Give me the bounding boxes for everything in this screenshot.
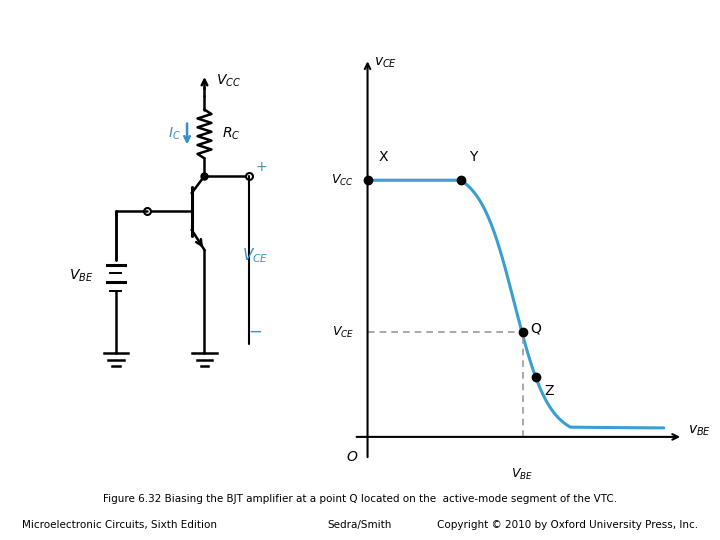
Text: $v_{CE}$: $v_{CE}$ <box>374 55 397 70</box>
Text: $V_{CC}$: $V_{CC}$ <box>331 173 354 188</box>
Text: $V_{BE}$: $V_{BE}$ <box>69 267 93 284</box>
Text: Z: Z <box>544 384 554 398</box>
Text: Sedra/Smith: Sedra/Smith <box>328 520 392 530</box>
Text: $V_{CC}$: $V_{CC}$ <box>215 73 240 89</box>
Text: Q: Q <box>531 322 541 336</box>
Text: X: X <box>379 150 388 164</box>
Text: Copyright © 2010 by Oxford University Press, Inc.: Copyright © 2010 by Oxford University Pr… <box>437 520 698 530</box>
Text: $V_{CE}$: $V_{CE}$ <box>242 246 269 265</box>
Text: Microelectronic Circuits, Sixth Edition: Microelectronic Circuits, Sixth Edition <box>22 520 217 530</box>
Text: $V_{CE}$: $V_{CE}$ <box>332 325 354 340</box>
Text: $R_C$: $R_C$ <box>222 126 240 142</box>
Text: $V_{BE}$: $V_{BE}$ <box>511 467 534 482</box>
Text: $I_C$: $I_C$ <box>168 126 181 142</box>
Text: $v_{BE}$: $v_{BE}$ <box>688 423 711 437</box>
Text: $+$: $+$ <box>255 160 267 174</box>
Text: $-$: $-$ <box>248 322 262 340</box>
Text: $O$: $O$ <box>346 450 359 464</box>
Text: Y: Y <box>469 150 477 164</box>
Text: Figure 6.32 Biasing the BJT amplifier at a point Q located on the  active-mode s: Figure 6.32 Biasing the BJT amplifier at… <box>103 494 617 504</box>
